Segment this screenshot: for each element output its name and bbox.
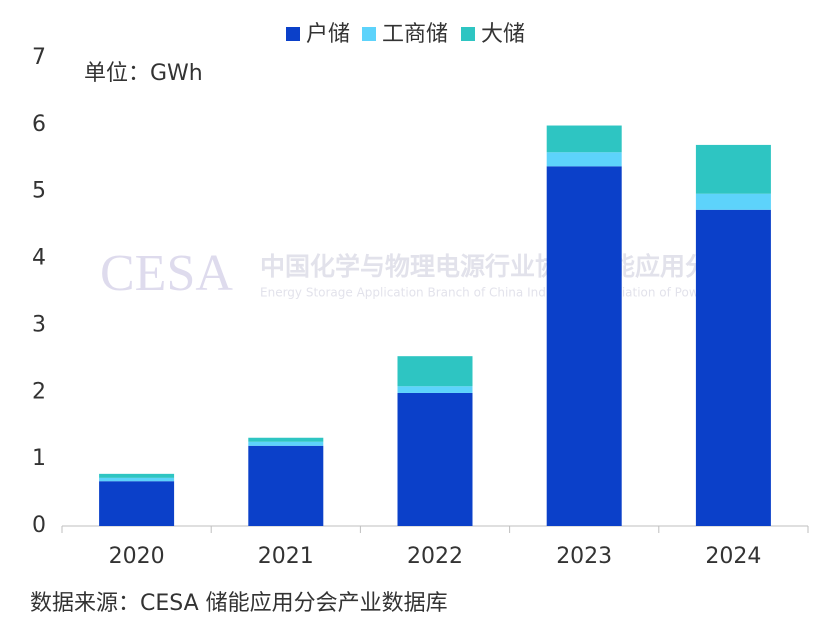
bar-segment <box>99 481 175 526</box>
bar-segment <box>397 386 473 393</box>
x-tick-label: 2022 <box>407 544 463 569</box>
x-tick-label: 2023 <box>556 544 612 569</box>
bar-segment <box>248 441 324 446</box>
watermark-name: 中国化学与物理电源行业协会储能应用分会 <box>260 252 735 281</box>
y-tick-label: 0 <box>32 513 46 538</box>
y-tick-label: 3 <box>32 312 46 337</box>
watermark-logo: CESA <box>100 245 233 302</box>
y-tick-label: 6 <box>32 112 46 137</box>
bar-segment <box>546 152 622 167</box>
watermark-name-en: Energy Storage Application Branch of Chi… <box>260 286 762 300</box>
y-tick-label: 4 <box>32 246 46 271</box>
x-tick-label: 2024 <box>705 544 761 569</box>
legend-label: 工商储 <box>382 22 448 47</box>
x-tick-label: 2021 <box>258 544 314 569</box>
unit-label: 单位：GWh <box>84 61 203 86</box>
bar-segment <box>546 166 622 526</box>
bar-segment <box>397 356 473 387</box>
legend-swatch <box>362 27 376 41</box>
y-tick-label: 7 <box>32 45 46 70</box>
source-note: 数据来源：CESA 储能应用分会产业数据库 <box>30 591 448 616</box>
bar-segment <box>397 392 473 526</box>
bar-segment <box>99 473 175 478</box>
legend-swatch <box>461 27 475 41</box>
legend-label: 大储 <box>481 22 525 47</box>
bar-segment <box>99 477 175 482</box>
legend-swatch <box>286 27 300 41</box>
y-tick-label: 2 <box>32 379 46 404</box>
y-tick-label: 1 <box>32 446 46 471</box>
bar-segment <box>695 193 771 210</box>
bar-segment <box>546 125 622 153</box>
x-tick-label: 2020 <box>109 544 165 569</box>
bar-segment <box>695 144 771 194</box>
watermark: CESA 中国化学与物理电源行业协会储能应用分会 Energy Storage … <box>100 245 762 302</box>
bar-segment <box>248 445 324 526</box>
legend-label: 户储 <box>306 22 350 47</box>
bar-segment <box>695 209 771 526</box>
bar-segment <box>248 437 324 442</box>
y-tick-label: 5 <box>32 179 46 204</box>
